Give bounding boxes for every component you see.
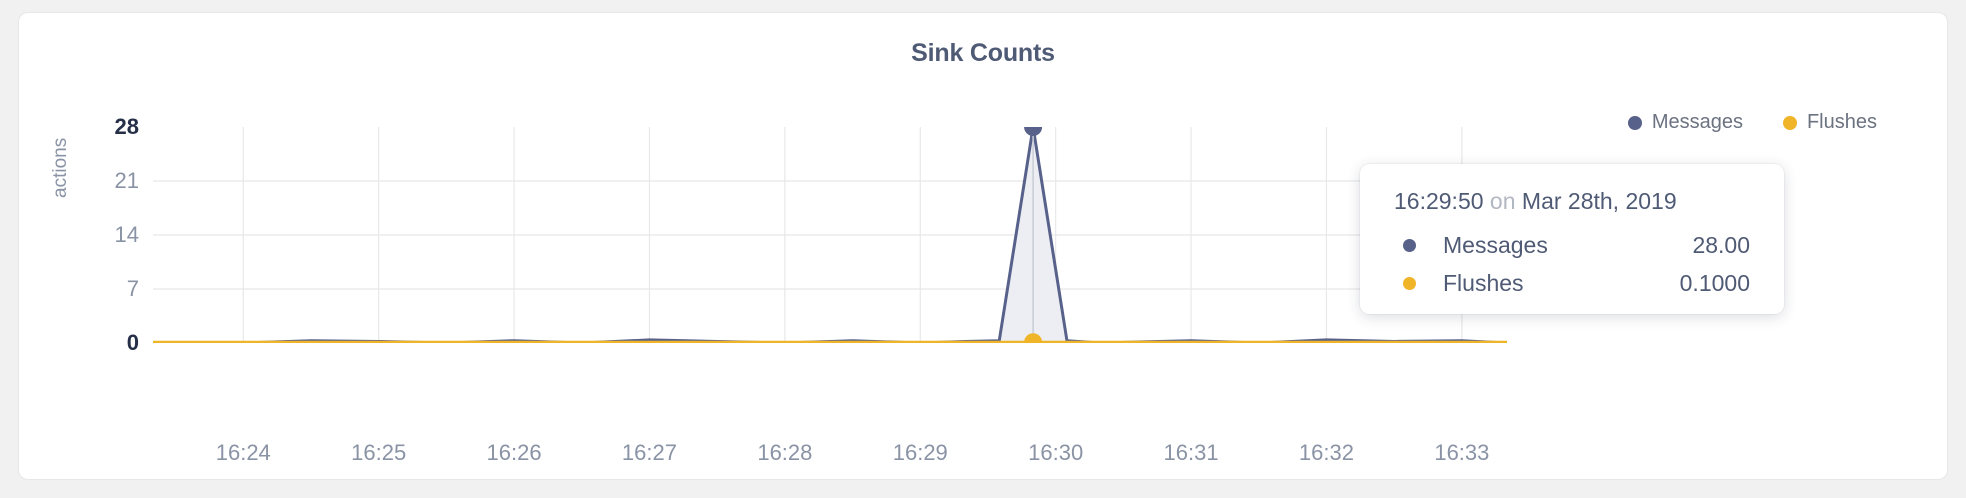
chart-legend: Messages Flushes [1627, 111, 1877, 134]
plot-svg [153, 127, 1507, 343]
x-tick-label: 16:33 [1434, 440, 1490, 465]
y-axis-ticks: 0 7 14 21 28 [53, 13, 139, 479]
tooltip-series-name: Messages [1443, 231, 1548, 258]
x-tick-label: 16:31 [1163, 440, 1219, 465]
y-tick-label: 7 [126, 276, 139, 301]
y-tick-label: 14 [114, 222, 139, 247]
x-tick-label: 16:25 [351, 440, 407, 465]
tooltip-on-word: on [1489, 188, 1516, 214]
tooltip-series-name: Flushes [1443, 269, 1524, 296]
x-tick-label: 16:29 [892, 440, 948, 465]
x-tick-label: 16:28 [757, 440, 813, 465]
x-axis-ticks: 16:24 16:25 16:26 16:27 16:28 16:29 16:30 16:31… [19, 13, 1947, 479]
y-tick-label: 21 [114, 168, 139, 193]
legend-item-messages[interactable]: Messages [1627, 111, 1743, 134]
x-tick-label: 16:26 [486, 440, 542, 465]
y-tick-label: 0 [126, 330, 139, 355]
legend-label: Messages [1651, 111, 1743, 133]
tooltip-row-messages: Messages 28.00 [1394, 226, 1750, 264]
tooltip-header: 16:29:50 on Mar 28th, 2019 [1394, 188, 1750, 215]
plot-area[interactable] [153, 127, 1507, 343]
legend-label: Flushes [1806, 111, 1877, 133]
series-dot-icon [1403, 276, 1416, 290]
tooltip-series-value: 0.1000 [1679, 269, 1750, 296]
series-dot-icon [1403, 238, 1416, 252]
x-tick-label: 16:24 [215, 440, 271, 465]
x-tick-label: 16:27 [621, 440, 677, 465]
legend-dot-icon [1627, 115, 1642, 130]
tooltip-series-value: 28.00 [1692, 231, 1750, 258]
tooltip-date: Mar 28th, 2019 [1521, 188, 1677, 214]
legend-item-flushes[interactable]: Flushes [1782, 111, 1877, 134]
x-tick-label: 16:32 [1298, 440, 1354, 465]
legend-dot-icon [1782, 115, 1797, 130]
y-tick-label: 28 [114, 114, 139, 139]
tooltip-row-flushes: Flushes 0.1000 [1394, 264, 1750, 302]
page-title: Sink Counts [911, 39, 1055, 67]
x-tick-label: 16:30 [1028, 440, 1084, 465]
tooltip-time: 16:29:50 [1394, 188, 1484, 214]
chart-tooltip: 16:29:50 on Mar 28th, 2019 Messages 28.0… [1360, 164, 1784, 314]
